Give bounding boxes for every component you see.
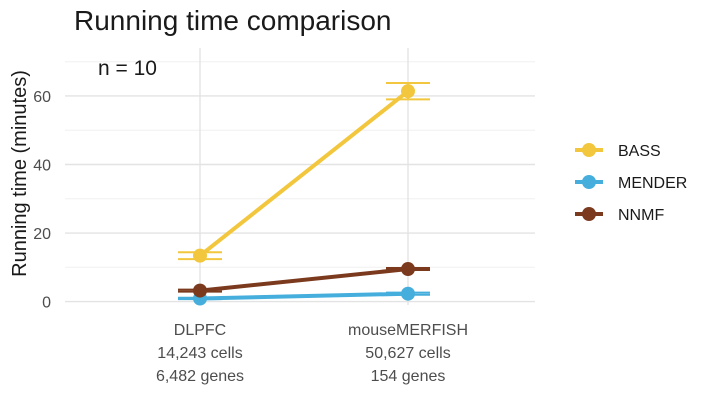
y-tick-label: 40 <box>33 158 51 175</box>
y-tick-label: 0 <box>42 295 51 312</box>
chart-title: Running time comparison <box>74 5 392 36</box>
legend-marker-mender <box>582 175 596 189</box>
bass-series-line <box>198 89 410 258</box>
x-tick-label: 154 genes <box>371 368 446 385</box>
sample-size-annotation: n = 10 <box>98 57 157 80</box>
nnmf-point <box>401 262 415 277</box>
legend-marker-bass <box>582 143 596 157</box>
x-tick-label: 6,482 genes <box>156 368 244 385</box>
bass-point <box>193 248 207 263</box>
mender-series-line <box>199 291 409 301</box>
x-tick-label: 50,627 cells <box>365 345 450 362</box>
y-tick-label: 60 <box>33 89 51 106</box>
mender-point <box>401 286 415 301</box>
nnmf-point <box>193 283 207 298</box>
x-tick-label: DLPFC <box>174 322 226 339</box>
legend-marker-nnmf <box>582 207 596 221</box>
legend-label-nnmf: NNMF <box>618 207 664 224</box>
nnmf-series-line <box>199 267 409 293</box>
y-axis-title: Running time (minutes) <box>9 70 31 277</box>
legend-label-bass: BASS <box>618 143 661 160</box>
x-tick-label: 14,243 cells <box>157 345 242 362</box>
y-tick-label: 20 <box>33 226 51 243</box>
x-tick-label: mouseMERFISH <box>348 322 468 339</box>
bass-point <box>401 84 415 99</box>
legend-label-mender: MENDER <box>618 175 687 192</box>
